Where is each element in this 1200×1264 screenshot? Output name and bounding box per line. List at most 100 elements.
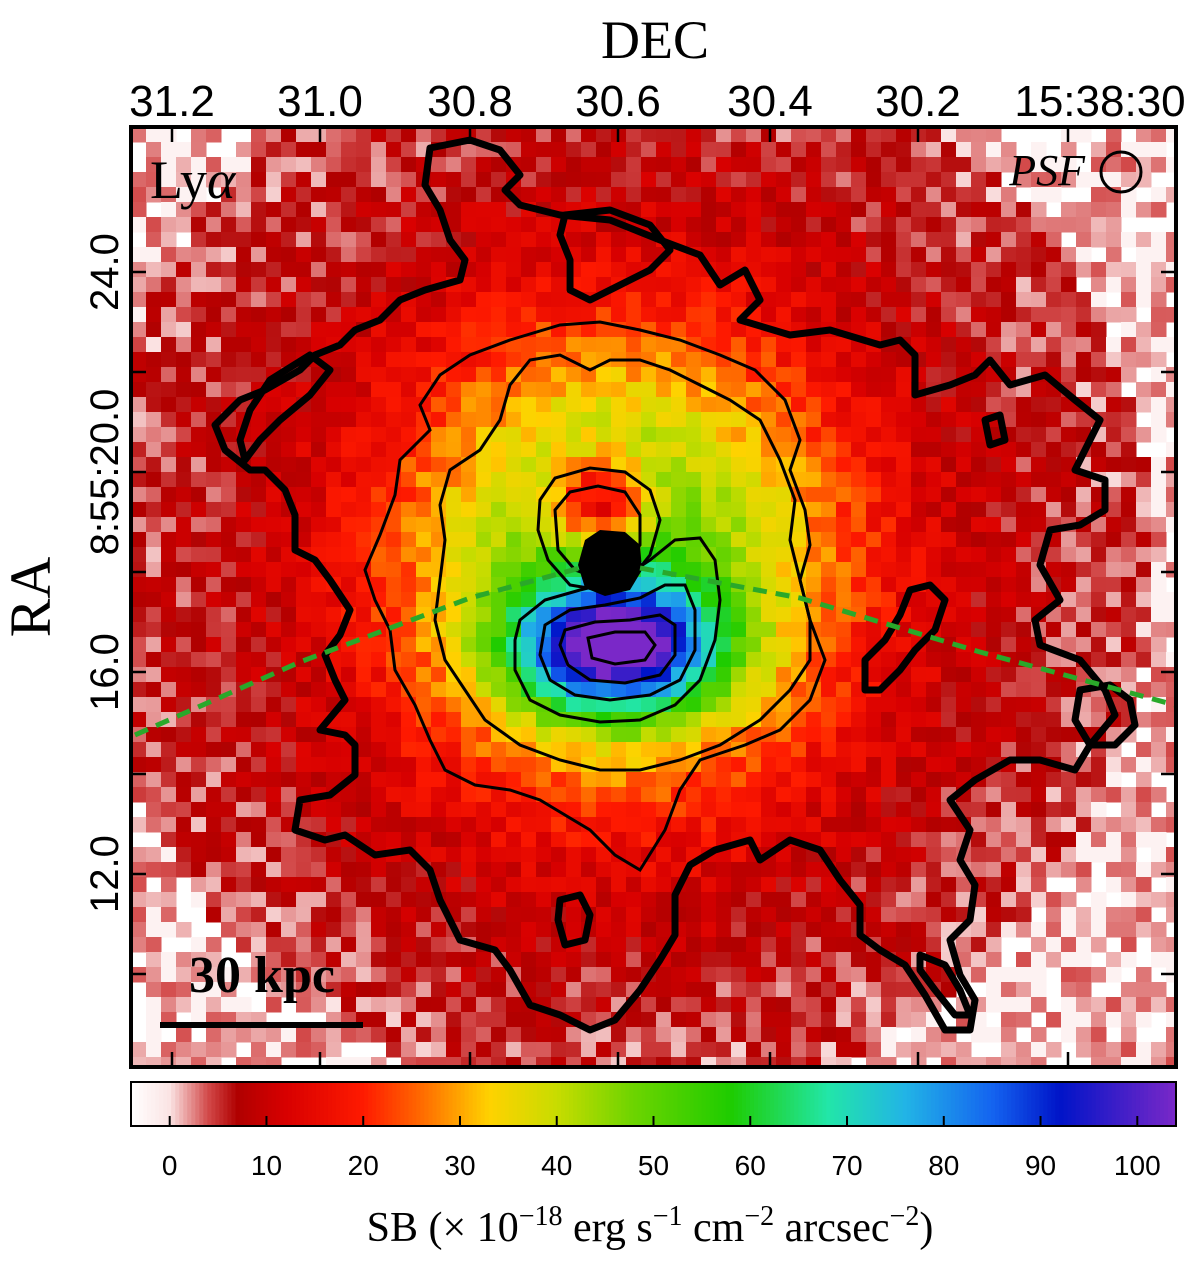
heatmap-pixel [236,847,252,863]
heatmap-pixel [1046,1042,1062,1058]
heatmap-pixel [746,637,762,653]
heatmap-pixel [191,607,207,623]
heatmap-pixel [1091,712,1107,728]
heatmap-pixel [626,1057,642,1067]
heatmap-pixel [131,697,147,713]
heatmap-pixel [641,997,657,1013]
heatmap-pixel [356,457,372,473]
heatmap-pixel [506,442,522,458]
heatmap-pixel [146,907,162,923]
heatmap-pixel [866,1027,882,1043]
heatmap-pixel [851,472,867,488]
heatmap-pixel [521,727,537,743]
heatmap-pixel [1121,922,1137,938]
colorbar-segment [528,1082,534,1126]
colorbar-segment [420,1082,426,1126]
heatmap-pixel [911,202,927,218]
heatmap-pixel [191,772,207,788]
colorbar-segment [287,1082,293,1126]
heatmap-pixel [266,397,282,413]
heatmap-pixel [956,277,972,293]
colorbar-segment [267,1082,273,1126]
heatmap-pixel [836,337,852,353]
heatmap-pixel [1031,487,1047,503]
heatmap-pixel [656,262,672,278]
heatmap-pixel [521,652,537,668]
heatmap-pixel [386,742,402,758]
heatmap-pixel [911,562,927,578]
heatmap-pixel [1091,142,1107,158]
heatmap-pixel [881,652,897,668]
heatmap-pixel [971,787,987,803]
heatmap-pixel [836,592,852,608]
heatmap-pixel [701,427,717,443]
heatmap-pixel [341,472,357,488]
heatmap-pixel [296,847,312,863]
heatmap-pixel [1091,1042,1107,1058]
heatmap-pixel [836,772,852,788]
heatmap-pixel [176,262,192,278]
heatmap-pixel [236,172,252,188]
heatmap-pixel [971,322,987,338]
heatmap-pixel [956,457,972,473]
heatmap-pixel [236,142,252,158]
heatmap-pixel [311,487,327,503]
heatmap-pixel [431,727,447,743]
heatmap-pixel [776,667,792,683]
heatmap-pixel [611,652,627,668]
heatmap-pixel [311,427,327,443]
heatmap-pixel [776,442,792,458]
heatmap-pixel [401,412,417,428]
heatmap-pixel [476,787,492,803]
heatmap-pixel [1136,967,1152,983]
heatmap-pixel [206,352,222,368]
heatmap-pixel [956,127,972,143]
heatmap-pixel [731,862,747,878]
heatmap-pixel [581,847,597,863]
heatmap-pixel [221,607,237,623]
heatmap-pixel [611,937,627,953]
heatmap-pixel [1076,1027,1092,1043]
heatmap-pixel [281,247,297,263]
colorbar-segment [464,1082,470,1126]
colorbar-tick-label: 70 [831,1150,862,1181]
heatmap-pixel [536,217,552,233]
heatmap-pixel [356,472,372,488]
heatmap-pixel [686,817,702,833]
heatmap-pixel [446,682,462,698]
heatmap-pixel [716,697,732,713]
heatmap-pixel [161,772,177,788]
heatmap-pixel [941,247,957,263]
heatmap-pixel [641,427,657,443]
colorbar-segment [1051,1082,1057,1126]
heatmap-pixel [131,277,147,293]
heatmap-pixel [146,487,162,503]
heatmap-pixel [566,382,582,398]
heatmap-pixel [1106,757,1122,773]
colorbar-segment [975,1082,980,1126]
heatmap-pixel [1016,352,1032,368]
heatmap-pixel [401,217,417,233]
heatmap-pixel [176,997,192,1013]
heatmap-pixel [731,1012,747,1028]
heatmap-pixel [686,952,702,968]
heatmap-pixel [446,127,462,143]
heatmap-pixel [551,847,567,863]
heatmap-pixel [386,367,402,383]
heatmap-pixel [986,202,1002,218]
heatmap-pixel [161,952,177,968]
heatmap-pixel [656,502,672,518]
heatmap-pixel [956,322,972,338]
heatmap-pixel [161,682,177,698]
heatmap-pixel [761,817,777,833]
heatmap-pixel [521,532,537,548]
heatmap-pixel [446,577,462,593]
heatmap-pixel [146,397,162,413]
heatmap-pixel [986,562,1002,578]
heatmap-pixel [551,292,567,308]
heatmap-pixel [1091,352,1107,368]
colorbar-segment [159,1082,164,1126]
heatmap-pixel [446,802,462,818]
heatmap-pixel [476,487,492,503]
heatmap-pixel [191,967,207,983]
